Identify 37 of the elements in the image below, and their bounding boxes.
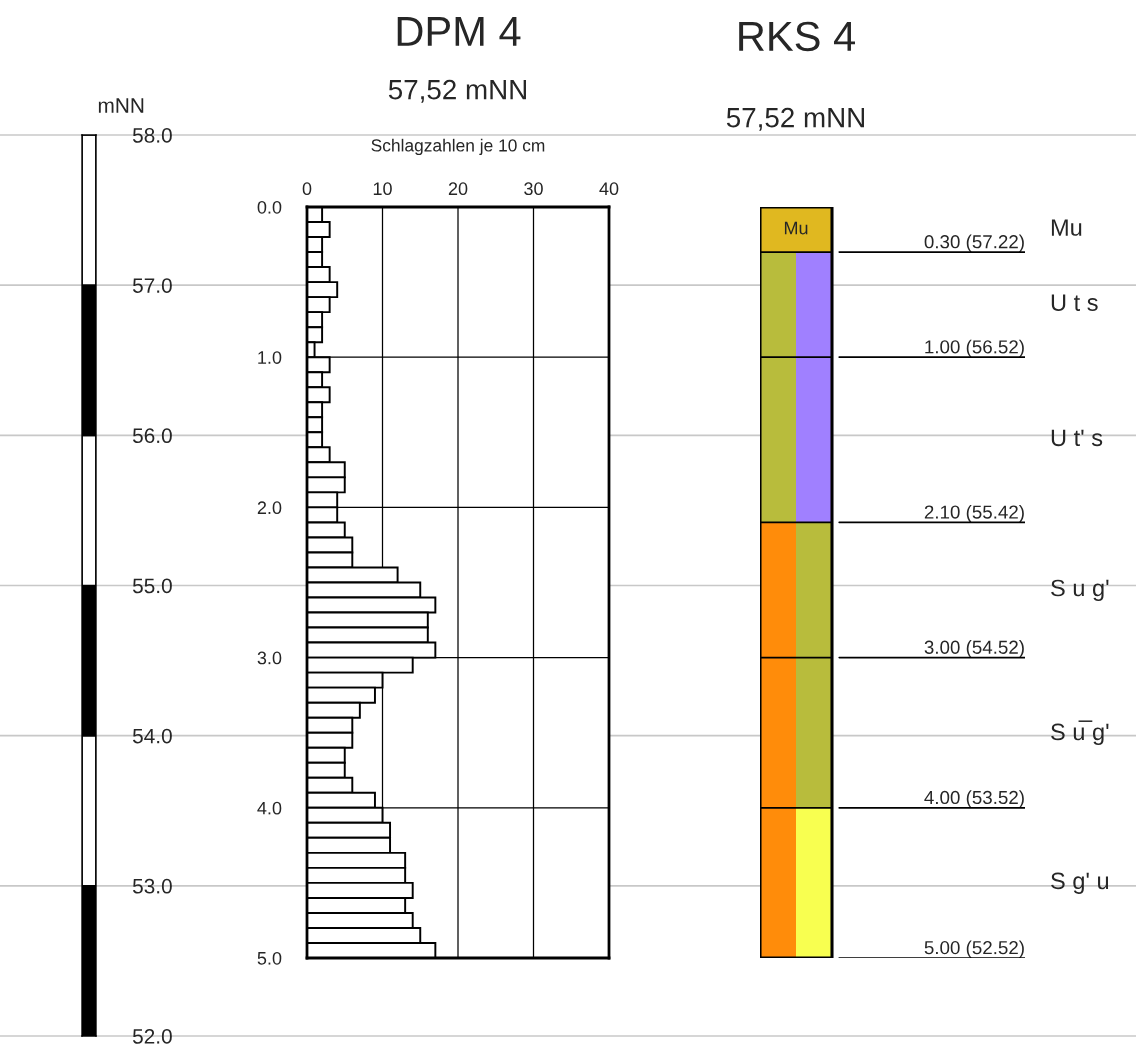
text: S g' u (1051, 872, 1109, 894)
x-tick-label: 0 (302, 182, 312, 196)
y-tick-label: 4.0 (257, 801, 282, 815)
text: U t s (1051, 294, 1098, 311)
ref-line-label: 0.30 (57.22) (924, 234, 1024, 253)
y-tick-label: 52.0 (132, 1029, 172, 1044)
x-axis-title: Schlagzahlen je 10 cm (371, 138, 545, 155)
chart-subtitle: 57,52 mNN (726, 107, 864, 131)
text: S u̅ g' (1051, 720, 1109, 745)
ref-line-label: 4.00 (53.52) (924, 790, 1024, 808)
y-tick-label: 3.0 (257, 651, 282, 665)
x-tick-label: 20 (448, 182, 468, 196)
ref-line-label: 1.00 (56.52) (925, 339, 1024, 358)
x-tick-label: 10 (373, 182, 392, 196)
ref-line-label: 5.00 (52.52) (924, 940, 1024, 958)
y-tick-label: 1.0 (258, 351, 282, 364)
x-tick-label: 40 (599, 182, 619, 196)
y-tick-label: 56.0 (132, 428, 172, 444)
y-tick-label: 58.0 (132, 128, 172, 143)
chart-subtitle: 57,52 mNN (388, 79, 526, 103)
y-tick-label: 57.0 (132, 278, 172, 293)
y-tick-label: 54.0 (132, 728, 172, 744)
ref-line-label: 3.00 (54.52) (924, 640, 1024, 658)
chart-title: RKS 4 (739, 21, 855, 52)
y-axis-title: mNN (98, 98, 144, 113)
series-label: Mu (784, 221, 808, 235)
text: Mu (1051, 219, 1082, 236)
y-tick-label: 0.0 (257, 200, 282, 214)
y-tick-label: 5.0 (257, 951, 282, 965)
chart-title: DPM 4 (397, 17, 521, 46)
text: S u g' (1051, 579, 1109, 602)
y-tick-label: 53.0 (132, 878, 172, 894)
x-tick-label: 30 (524, 182, 543, 196)
y-tick-label: 55.0 (132, 578, 172, 594)
y-tick-label: 2.0 (257, 501, 282, 515)
text: U t' s (1051, 429, 1103, 447)
ref-line-label: 2.10 (55.42) (924, 504, 1024, 523)
